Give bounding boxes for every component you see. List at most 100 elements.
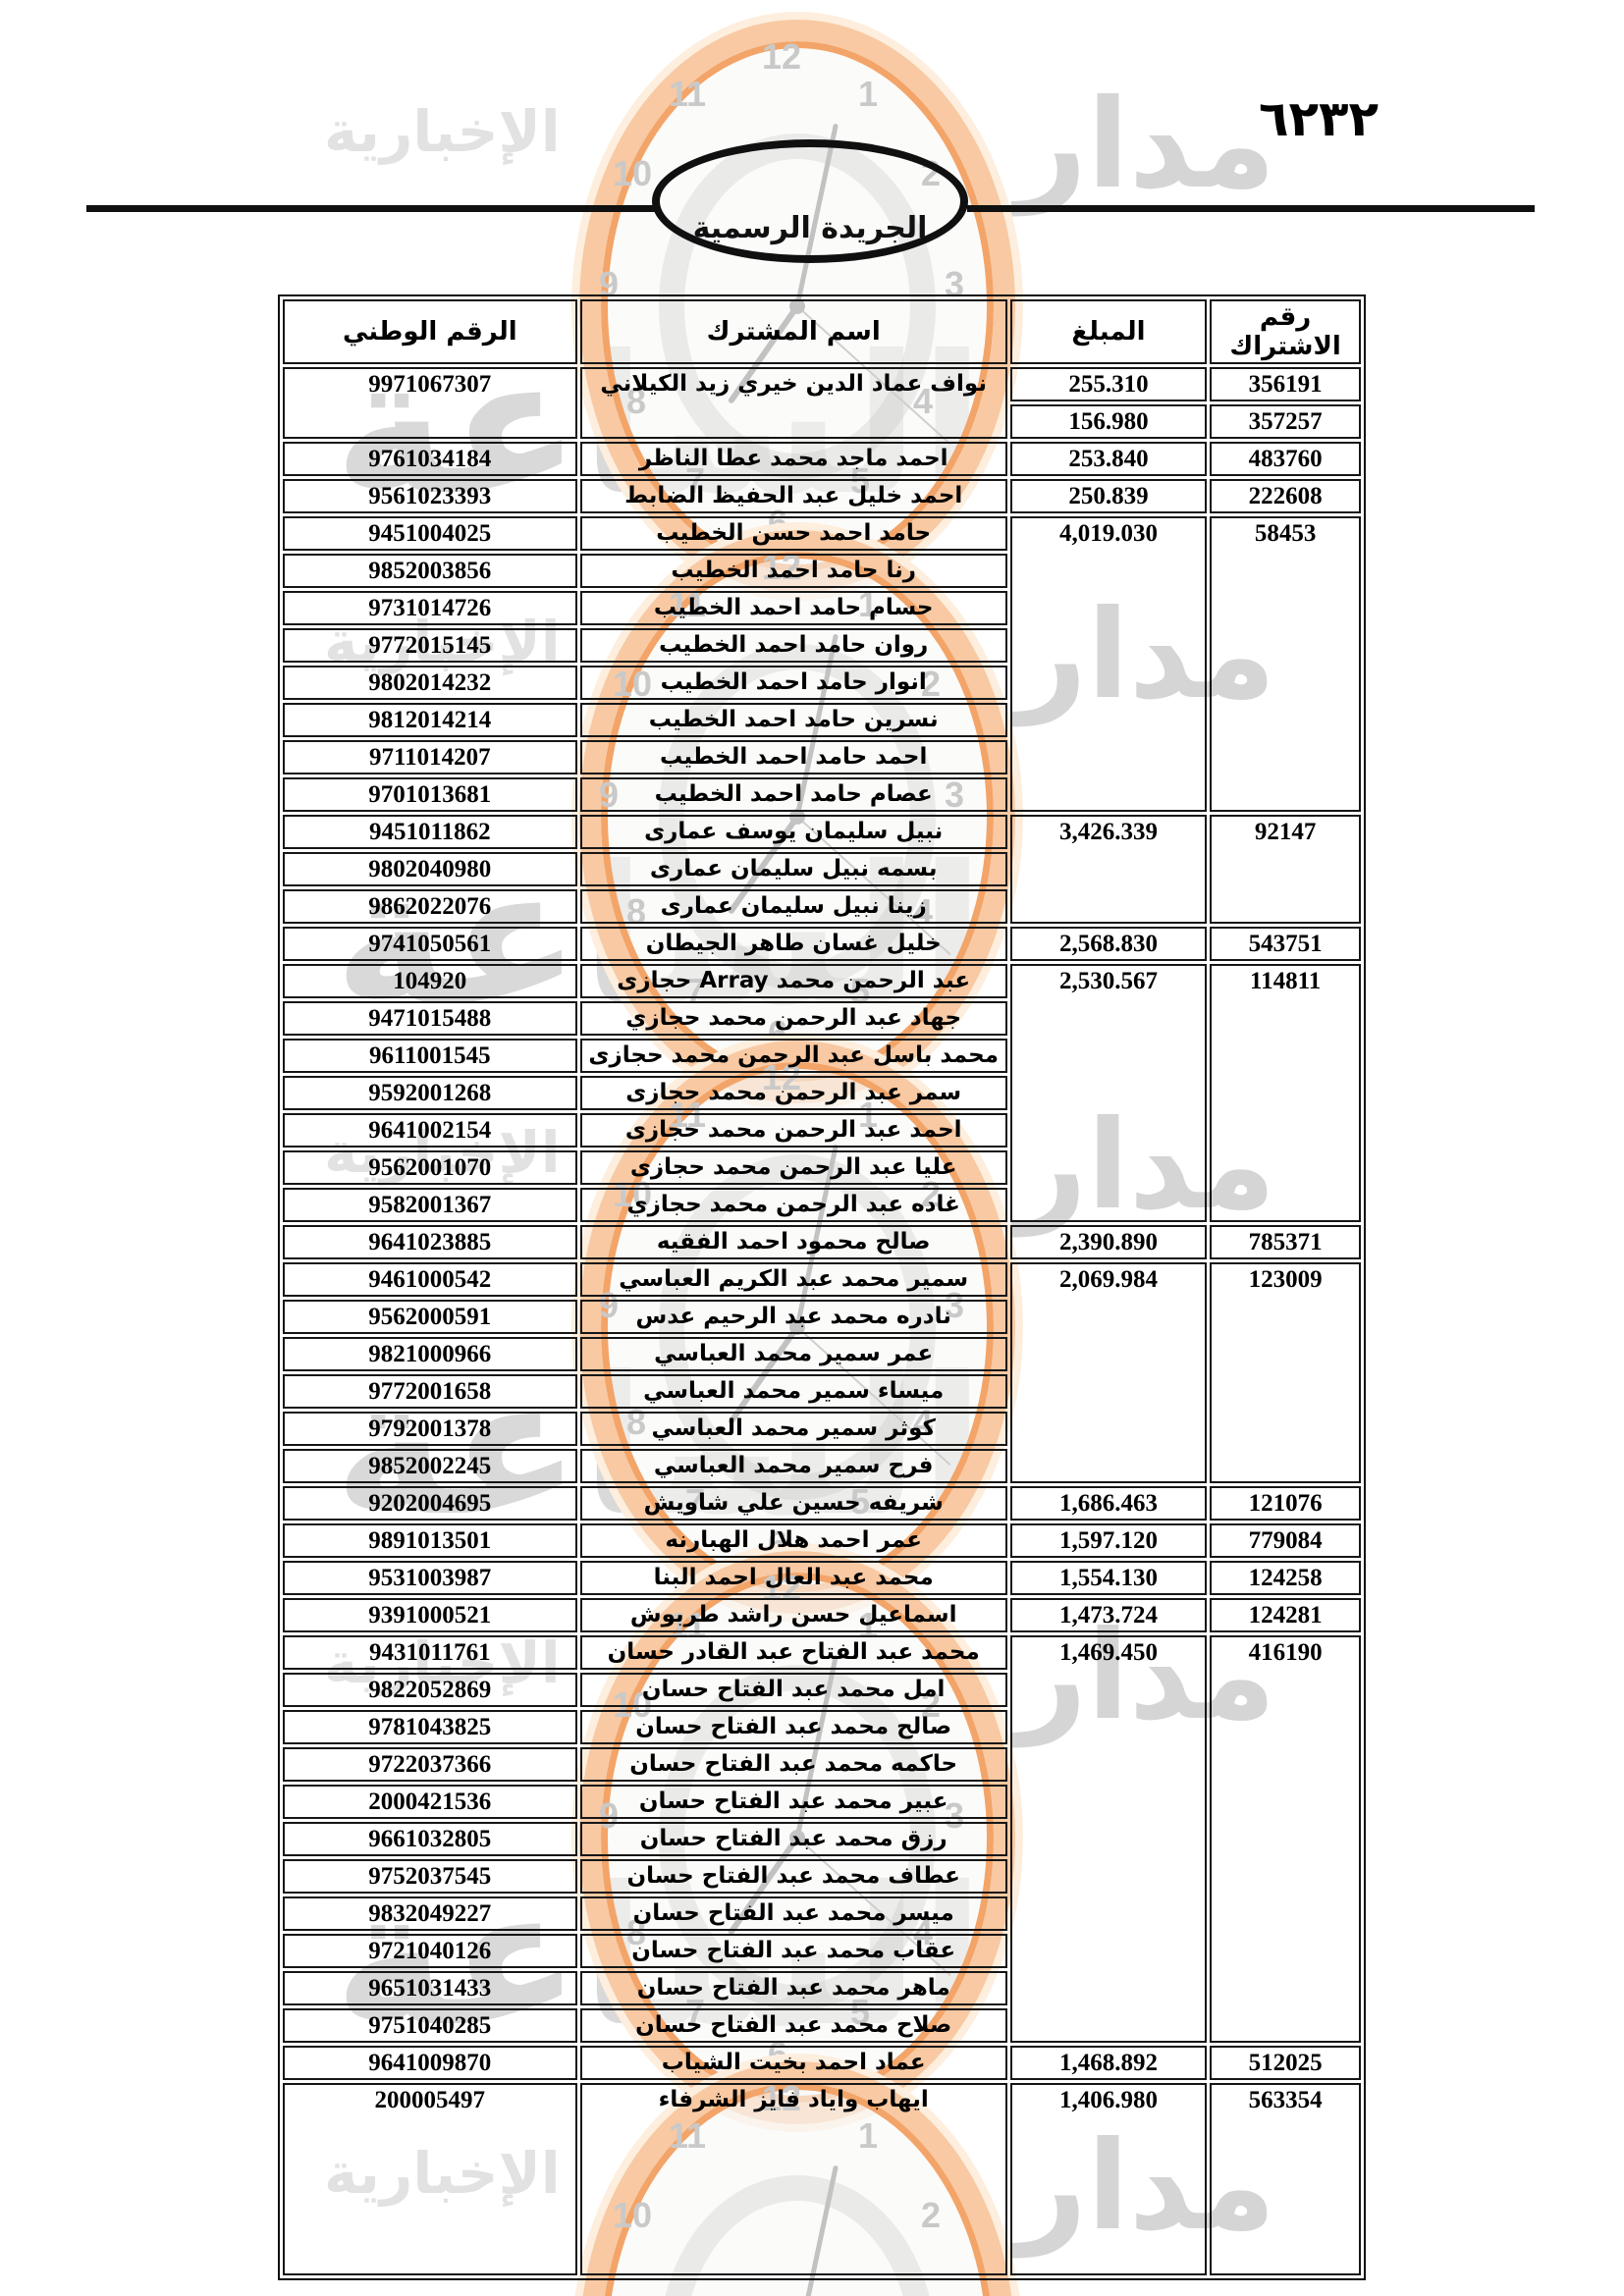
amount-cell: 2,390.890 bbox=[1009, 1225, 1208, 1259]
national-number-cell: 9582001367 bbox=[283, 1188, 577, 1222]
clock-numeral: 11 bbox=[668, 2115, 707, 2156]
table-row: 512025 1,468.892 عماد احمد بخيت الشياب 9641… bbox=[283, 2046, 1361, 2080]
table-row: امل محمد عبد الفتاح حسان 9822052869 bbox=[283, 1673, 1361, 1707]
amount-cell: 156.980 bbox=[1009, 404, 1208, 439]
table-row: عقاب محمد عبد الفتاح حسان 9721040126 bbox=[283, 1934, 1361, 1968]
amount-cell: 1,406.980 bbox=[1009, 2083, 1208, 2275]
national-number-cell: 9721040126 bbox=[283, 1934, 577, 1968]
subscription-number-cell: 357257 bbox=[1210, 404, 1361, 439]
amount-cell: 1,554.130 bbox=[1009, 1561, 1208, 1595]
national-number-cell: 9821000966 bbox=[283, 1337, 577, 1371]
header-rule-right bbox=[967, 205, 1535, 212]
subscriber-name-cell: اسماعيل حسن راشد طربوش bbox=[579, 1598, 1007, 1632]
clock-numeral: 8 bbox=[625, 381, 647, 422]
subscriber-name-cell: جهاد عبد الرحمن محمد حجازي bbox=[579, 1001, 1007, 1036]
national-number-cell: 9802014232 bbox=[283, 666, 577, 700]
clock-numeral: 11 bbox=[668, 74, 707, 114]
table-row: غاده عبد الرحمن محمد حجازي 9582001367 bbox=[283, 1188, 1361, 1222]
subscription-number-cell: 222608 bbox=[1210, 479, 1361, 513]
amount-cell: 2,568.830 bbox=[1009, 927, 1208, 961]
clock-numeral: 1 bbox=[857, 584, 879, 624]
table-row: بسمه نبيل سليمان عمارى 9802040980 bbox=[283, 852, 1361, 886]
table-row: عصام حامد احمد الخطيب 9701013681 bbox=[283, 777, 1361, 812]
subscriber-name-cell: عمر احمد هلال الهبارنه bbox=[579, 1523, 1007, 1558]
table-row: عبير محمد عبد الفتاح حسان 2000421536 bbox=[283, 1785, 1361, 1819]
national-number-cell: 9722037366 bbox=[283, 1747, 577, 1782]
national-number-cell: 9202004695 bbox=[283, 1486, 577, 1521]
subscriber-name-cell: حسام حامد احمد الخطيب bbox=[579, 591, 1007, 625]
national-number-cell: 9971067307 bbox=[283, 367, 577, 439]
subscriber-name-cell: احمد خليل عبد الحفيظ الضابط bbox=[579, 479, 1007, 513]
subscriber-name-cell: حاكمه محمد عبد الفتاح حسان bbox=[579, 1747, 1007, 1782]
clock-numeral: 10 bbox=[612, 2195, 653, 2235]
subscriber-name-cell: احمد حامد احمد الخطيب bbox=[579, 740, 1007, 774]
national-number-cell: 9461000542 bbox=[283, 1262, 577, 1297]
subscriber-name-cell: رزق محمد عبد الفتاح حسان bbox=[579, 1822, 1007, 1856]
subscriber-name-cell: بسمه نبيل سليمان عمارى bbox=[579, 852, 1007, 886]
amount-cell: 1,469.450 bbox=[1009, 1635, 1208, 2043]
table-row: 124281 1,473.724 اسماعيل حسن راشد طربوش 939… bbox=[283, 1598, 1361, 1632]
national-number-cell: 9852003856 bbox=[283, 554, 577, 588]
subscriber-name-cell: محمد باسل عبد الرحمن محمد حجازى bbox=[579, 1039, 1007, 1073]
clock-numeral: 1 bbox=[857, 2115, 879, 2156]
subscriber-name-cell: صالح محمود احمد الفقيه bbox=[579, 1225, 1007, 1259]
table-row: كوثر سمير محمد العباسي 9792001378 bbox=[283, 1412, 1361, 1446]
clock-numeral: 7 bbox=[684, 1992, 706, 2033]
national-number-cell: 9391000521 bbox=[283, 1598, 577, 1632]
subscriber-name-cell: ايهاب واياد فايز الشرفاء bbox=[579, 2083, 1007, 2275]
national-number-cell: 9792001378 bbox=[283, 1412, 577, 1446]
national-number-cell: 9772001658 bbox=[283, 1374, 577, 1409]
subscriber-name-cell: عبد الرحمن محمد Array حجازى bbox=[579, 964, 1007, 998]
clock-numeral: 10 bbox=[612, 153, 653, 193]
table-row: ميسر محمد عبد الفتاح حسان 9832049227 bbox=[283, 1896, 1361, 1931]
table-row: 123009 2,069.984 سمير محمد عبد الكريم العب… bbox=[283, 1262, 1361, 1483]
table-row: عليا عبد الرحمن محمد حجازى 9562001070 bbox=[283, 1150, 1361, 1185]
subscriber-name-cell: محمد عبد الفتاح عبد القادر حسان bbox=[579, 1635, 1007, 1670]
subscriber-name-cell: غاده عبد الرحمن محمد حجازي bbox=[579, 1188, 1007, 1222]
watermark-text-madar: مدار bbox=[1016, 1095, 1276, 1237]
table-row: نادره محمد عبد الرحيم عدس 9562000591 bbox=[283, 1300, 1361, 1334]
table-row: عطاف محمد عبد الفتاح حسان 9752037545 bbox=[283, 1859, 1361, 1894]
gazette-banner-title: الجريدة الرسمية bbox=[692, 211, 928, 245]
table-row: احمد عبد الرحمن محمد حجازى 9641002154 bbox=[283, 1113, 1361, 1148]
watermark-text-alekhbariya: الإخبارية bbox=[324, 1119, 561, 1186]
national-number-cell: 9781043825 bbox=[283, 1710, 577, 1744]
subscription-number-cell: 121076 bbox=[1210, 1486, 1361, 1521]
table-row: محمد باسل عبد الرحمن محمد حجازى 961100154… bbox=[283, 1039, 1361, 1073]
subscriber-name-cell: ميساء سمير محمد العباسي bbox=[579, 1374, 1007, 1409]
clock-center-dot bbox=[789, 809, 805, 825]
table-row: حسام حامد احمد الخطيب 9731014726 bbox=[283, 591, 1361, 625]
national-number-cell: 9641009870 bbox=[283, 2046, 577, 2080]
national-number-cell: 9891013501 bbox=[283, 1523, 577, 1558]
national-number-cell: 9772015145 bbox=[283, 628, 577, 663]
amount-cell: 255.310 bbox=[1009, 367, 1208, 401]
national-number-cell: 104920 bbox=[283, 964, 577, 998]
table-row: 356191 255.310 نواف عماد الدين خيري زيد ال… bbox=[283, 367, 1361, 439]
clock-numeral: 4 bbox=[912, 891, 934, 933]
watermark-text-madar: مدار bbox=[1016, 584, 1276, 726]
table-row: جهاد عبد الرحمن محمد حجازي 9471015488 bbox=[283, 1001, 1361, 1036]
subscription-number-cell: 416190 bbox=[1210, 1635, 1361, 2043]
clock-numeral: 7 bbox=[684, 1481, 706, 1522]
national-number-cell: 9731014726 bbox=[283, 591, 577, 625]
national-number-cell: 9802040980 bbox=[283, 852, 577, 886]
page-number: ٦٢٣٢ bbox=[1259, 90, 1380, 147]
clock-numeral: 8 bbox=[625, 1912, 647, 1953]
subscriber-name-cell: ماهر محمد عبد الفتاح حسان bbox=[579, 1971, 1007, 2005]
table-row: 785371 2,390.890 صالح محمود احمد الفقيه 964… bbox=[283, 1225, 1361, 1259]
national-number-cell: 200005497 bbox=[283, 2083, 577, 2275]
subscription-number-cell: 563354 bbox=[1210, 2083, 1361, 2275]
amount-cell: 3,426.339 bbox=[1009, 815, 1208, 924]
subscriber-name-cell: خليل غسان طاهر الجيطان bbox=[579, 927, 1007, 961]
clock-numeral: 4 bbox=[912, 381, 934, 422]
national-number-cell: 9562000591 bbox=[283, 1300, 577, 1334]
clock-numeral: 1 bbox=[857, 74, 879, 114]
gazette-banner: الجريدة الرسمية bbox=[652, 139, 968, 263]
national-number-cell: 9701013681 bbox=[283, 777, 577, 812]
subscriber-name-cell: رنا حامد احمد الخطيب bbox=[579, 554, 1007, 588]
national-number-cell: 9611001545 bbox=[283, 1039, 577, 1073]
subscribers-table: رقم الاشتراك المبلغ اسم المشترك الرقم الوطن… bbox=[278, 294, 1366, 2280]
clock-numeral: 12 bbox=[761, 1568, 802, 1609]
clock-center-dot bbox=[789, 1319, 805, 1335]
amount-cell: 1,468.892 bbox=[1009, 2046, 1208, 2080]
